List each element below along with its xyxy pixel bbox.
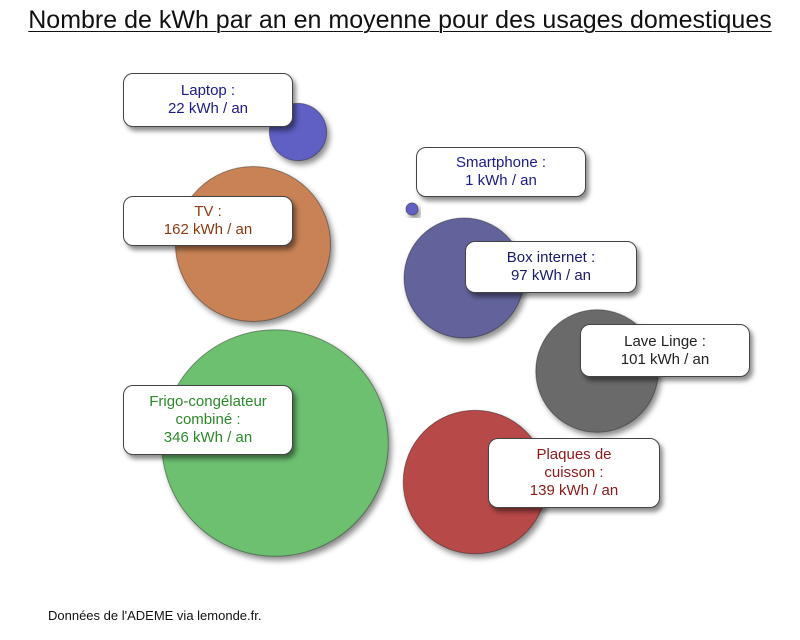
label-lave-linge: Lave Linge :101 kWh / an <box>580 324 750 377</box>
label-tv-name: TV : <box>194 203 222 220</box>
label-smartphone: Smartphone :1 kWh / an <box>416 147 586 197</box>
label-plaques-value: 139 kWh / an <box>529 482 619 499</box>
label-laptop-name: Laptop : <box>180 82 236 99</box>
label-box-internet-value: 97 kWh / an <box>510 267 592 284</box>
label-plaques: Plaques de cuisson :139 kWh / an <box>488 438 660 508</box>
label-lave-linge-name: Lave Linge : <box>624 332 706 350</box>
label-frigo-name-line: combiné : <box>175 411 241 428</box>
label-tv: TV :162 kWh / an <box>123 196 293 246</box>
label-frigo-value: 346 kWh / an <box>163 429 253 446</box>
label-laptop: Laptop :22 kWh / an <box>123 73 293 127</box>
source-note: Données de l'ADEME via lemonde.fr. <box>48 608 262 623</box>
label-box-internet: Box internet :97 kWh / an <box>465 241 637 293</box>
label-laptop-value: 22 kWh / an <box>167 100 249 117</box>
label-frigo-name-line: Frigo-congélateur <box>149 393 267 410</box>
label-frigo: Frigo-congélateur combiné :346 kWh / an <box>123 385 293 455</box>
label-plaques-name-line: cuisson : <box>544 464 604 481</box>
chart-title: Nombre de kWh par an en moyenne pour des… <box>28 6 772 34</box>
label-box-internet-name: Box internet : <box>506 249 596 266</box>
bubble-smartphone <box>405 202 419 216</box>
label-smartphone-name: Smartphone : <box>455 154 547 171</box>
label-smartphone-value: 1 kWh / an <box>465 172 537 189</box>
label-tv-value: 162 kWh / an <box>163 221 253 238</box>
label-plaques-name-line: Plaques de <box>536 446 612 463</box>
label-lave-linge-value: 101 kWh / an <box>620 350 710 368</box>
